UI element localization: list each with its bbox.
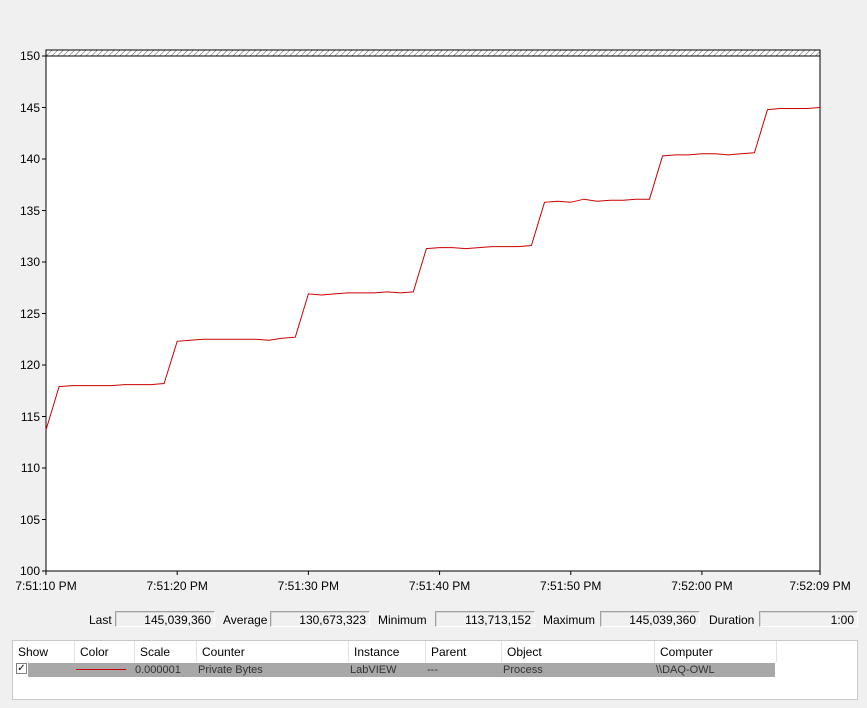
average-value: 130,673,323 — [270, 611, 370, 627]
column-header-instance[interactable]: Instance — [349, 641, 426, 662]
y-tick-label: 130 — [19, 255, 40, 269]
y-tick-label: 150 — [19, 49, 40, 63]
y-tick-label: 145 — [19, 100, 40, 115]
y-tick-label: 110 — [20, 461, 40, 475]
y-tick-label: 100 — [19, 564, 40, 578]
x-tick-label: 7:52:09 PM — [789, 579, 851, 593]
column-header-parent[interactable]: Parent — [426, 641, 502, 662]
cell-object: Process — [503, 664, 543, 676]
y-tick-label: 115 — [20, 409, 40, 424]
column-header-show[interactable]: Show — [13, 641, 75, 662]
maximum-value: 145,039,360 — [600, 611, 700, 627]
x-tick-label: 7:51:20 PM — [146, 579, 208, 593]
cell-instance: LabVIEW — [350, 664, 397, 676]
column-header-object[interactable]: Object — [502, 641, 655, 662]
x-tick-label: 7:52:00 PM — [671, 579, 733, 593]
y-axis-ticks — [42, 55, 46, 572]
x-tick-label: 7:51:40 PM — [408, 579, 471, 593]
minimum-value: 113,713,152 — [435, 611, 535, 627]
performance-graph: 150 145 140 135 130 125 120 115 110 105 100 7:51:1… — [15, 49, 851, 593]
statistics-bar: Last 145,039,360 Average 130,673,323 Min… — [0, 610, 867, 630]
cell-parent: --- — [427, 664, 438, 676]
y-tick-label: 140 — [19, 152, 40, 166]
x-tick-label: 7:51:10 PM — [15, 579, 77, 593]
duration-value: 1:00 — [759, 611, 858, 627]
y-tick-label: 125 — [19, 306, 40, 321]
y-tick-label: 105 — [19, 512, 40, 527]
series-line-private-bytes — [45, 107, 821, 431]
column-header-scale[interactable]: Scale — [135, 641, 197, 662]
line-chart — [42, 49, 821, 575]
cell-counter: Private Bytes — [198, 664, 263, 676]
counter-list: Show Color Scale Counter Instance Parent… — [12, 640, 858, 700]
show-checkbox[interactable]: ✓ — [16, 663, 27, 674]
color-swatch — [76, 669, 126, 670]
cell-scale: 0.000001 — [135, 664, 181, 676]
x-tick-label: 7:51:50 PM — [540, 579, 602, 593]
column-header-computer[interactable]: Computer — [655, 641, 777, 662]
scale-overflow-hatch — [45, 49, 821, 57]
duration-label: Duration — [709, 613, 755, 627]
plot-background — [45, 49, 821, 572]
minimum-label: Minimum — [378, 613, 427, 627]
counter-row[interactable]: 0.000001 Private Bytes LabVIEW --- Proce… — [28, 663, 775, 677]
column-header-color[interactable]: Color — [75, 641, 135, 662]
series-group — [45, 107, 821, 431]
last-value: 145,039,360 — [115, 611, 215, 627]
maximum-label: Maximum — [543, 613, 596, 627]
y-tick-label: 120 — [19, 358, 40, 372]
last-label: Last — [89, 613, 112, 627]
column-header-counter[interactable]: Counter — [197, 641, 349, 662]
y-tick-label: 135 — [19, 203, 40, 218]
x-tick-label: 7:51:30 PM — [277, 579, 340, 593]
cell-computer: \\DAQ-OWL — [656, 664, 715, 676]
counter-list-header: Show Color Scale Counter Instance Parent… — [13, 641, 857, 662]
x-axis-ticks — [45, 571, 821, 575]
average-label: Average — [223, 613, 268, 627]
